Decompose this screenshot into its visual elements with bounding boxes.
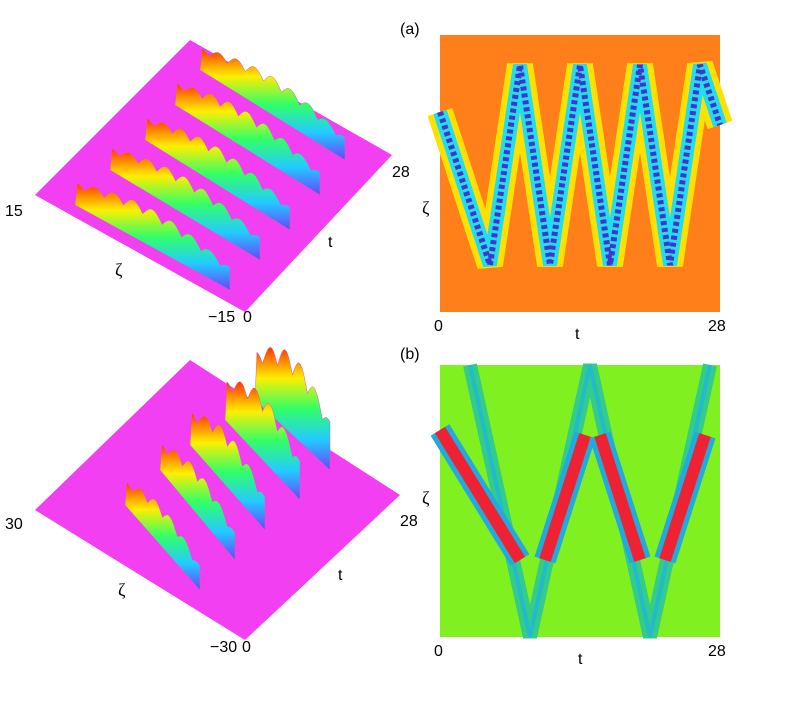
axis-tick-label: 28 bbox=[708, 318, 726, 335]
axis-label: ζ bbox=[422, 488, 430, 508]
ridge bbox=[254, 346, 331, 471]
ridge bbox=[189, 412, 266, 531]
surface-ridges bbox=[124, 346, 331, 591]
axis-tick-label: 30 bbox=[5, 516, 23, 533]
panel-tag: (a) bbox=[400, 21, 420, 38]
density-zigzag bbox=[427, 60, 733, 270]
ridge bbox=[174, 82, 321, 196]
ridge bbox=[159, 443, 236, 561]
ridge bbox=[144, 117, 291, 231]
density-lines bbox=[430, 363, 717, 639]
axis-tick-label: 28 bbox=[708, 643, 726, 660]
axis-label: ζ bbox=[115, 260, 123, 280]
axis-tick-label: 0 bbox=[243, 309, 252, 326]
axis-tick-label: 0 bbox=[434, 643, 443, 660]
axis-tick-label: −15 bbox=[208, 309, 235, 326]
axis-tick-label: −30 bbox=[210, 639, 237, 656]
axis-label: ζ bbox=[422, 198, 430, 218]
surface-ridges bbox=[74, 47, 346, 291]
axis-label: ζ bbox=[118, 580, 126, 600]
axis-label: t bbox=[338, 567, 343, 584]
panel-tag: (b) bbox=[400, 346, 420, 363]
axis-tick-label: 28 bbox=[392, 164, 410, 181]
ridge bbox=[124, 481, 201, 591]
ridge bbox=[74, 182, 231, 291]
axis-tick-label: 0 bbox=[242, 639, 251, 656]
axis-label: t bbox=[578, 651, 583, 668]
axis-label: t bbox=[575, 326, 580, 343]
axis-tick-label: 0 bbox=[434, 318, 443, 335]
axis-tick-label: 28 bbox=[400, 513, 418, 530]
axis-label: t bbox=[328, 234, 333, 251]
ridge bbox=[109, 147, 261, 261]
axis-tick-label: 15 bbox=[5, 203, 23, 220]
ridge bbox=[199, 47, 346, 161]
surface-plane bbox=[35, 360, 400, 640]
ridge bbox=[224, 381, 301, 501]
